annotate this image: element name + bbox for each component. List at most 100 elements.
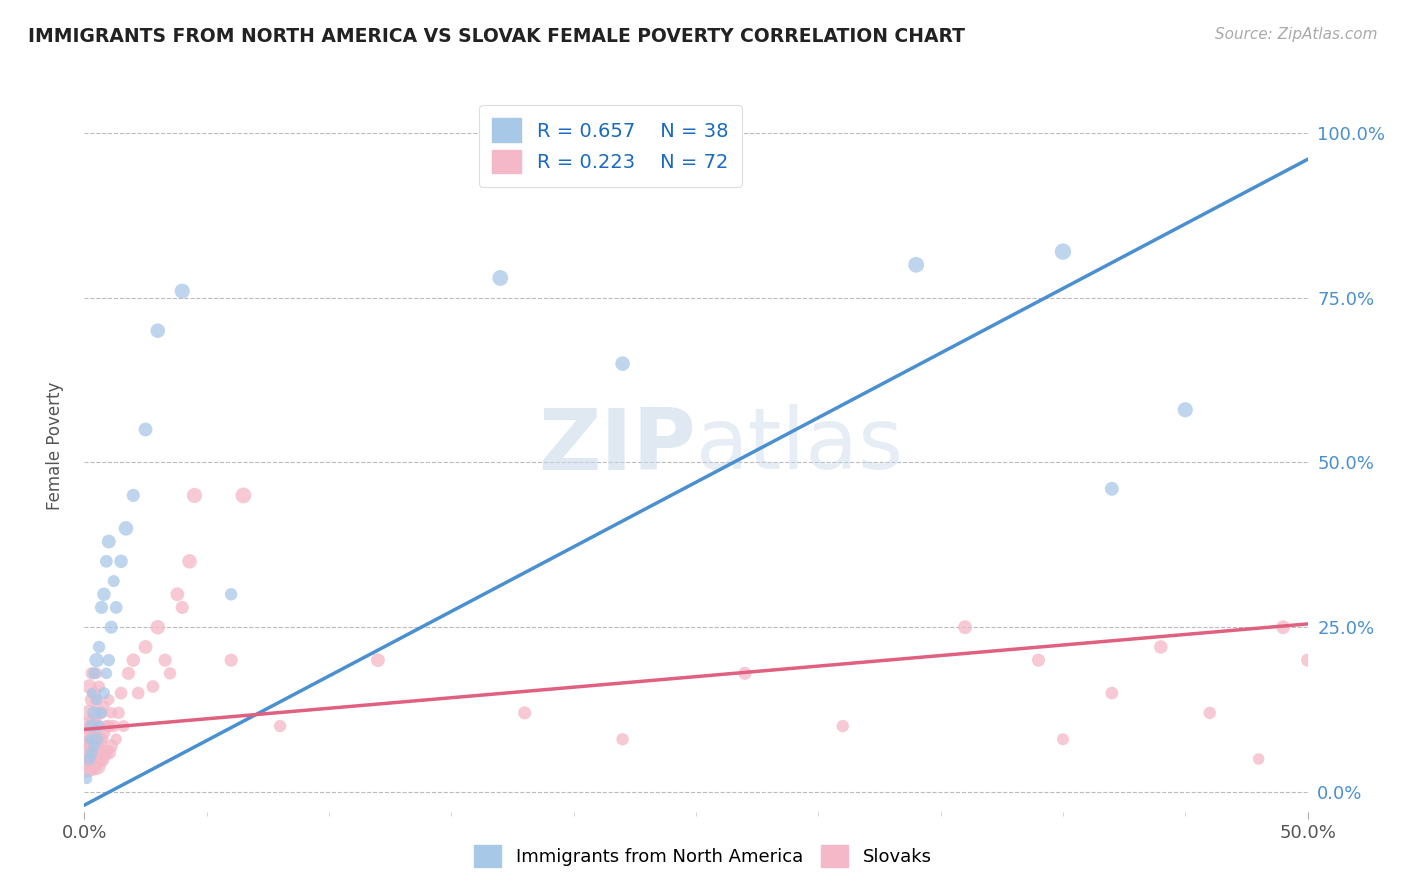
Point xyxy=(166,587,188,601)
Point xyxy=(110,686,132,700)
Point xyxy=(172,600,194,615)
Point xyxy=(1052,244,1074,259)
Y-axis label: Female Poverty: Female Poverty xyxy=(45,382,63,510)
Point xyxy=(146,620,169,634)
Point xyxy=(1052,732,1074,747)
Point xyxy=(87,752,110,766)
Point xyxy=(83,666,105,681)
Legend: R = 0.657    N = 38, R = 0.223    N = 72: R = 0.657 N = 38, R = 0.223 N = 72 xyxy=(478,104,742,187)
Point xyxy=(80,686,103,700)
Text: atlas: atlas xyxy=(696,404,904,488)
Point xyxy=(90,600,112,615)
Point xyxy=(86,653,108,667)
Point xyxy=(86,739,108,753)
Point xyxy=(96,746,118,760)
Point xyxy=(110,554,132,568)
Point xyxy=(513,706,536,720)
Point xyxy=(80,719,103,733)
Point xyxy=(86,732,108,747)
Point xyxy=(80,758,103,772)
Point xyxy=(87,680,110,694)
Point xyxy=(734,666,756,681)
Point xyxy=(80,746,103,760)
Point xyxy=(90,706,112,720)
Point xyxy=(1296,653,1319,667)
Point xyxy=(179,554,201,568)
Point xyxy=(127,686,149,700)
Point xyxy=(97,719,120,733)
Point xyxy=(97,534,120,549)
Point xyxy=(93,746,115,760)
Point xyxy=(831,719,853,733)
Point xyxy=(76,719,98,733)
Point xyxy=(80,739,103,753)
Point xyxy=(122,488,145,502)
Text: IMMIGRANTS FROM NORTH AMERICA VS SLOVAK FEMALE POVERTY CORRELATION CHART: IMMIGRANTS FROM NORTH AMERICA VS SLOVAK … xyxy=(28,27,965,45)
Point xyxy=(612,357,634,371)
Point xyxy=(83,752,105,766)
Point xyxy=(183,488,205,502)
Point xyxy=(103,719,125,733)
Point xyxy=(103,574,125,588)
Point xyxy=(107,706,129,720)
Point xyxy=(77,752,100,766)
Point xyxy=(115,521,138,535)
Point xyxy=(93,686,115,700)
Point xyxy=(87,719,110,733)
Point xyxy=(100,739,122,753)
Point xyxy=(97,692,120,706)
Point xyxy=(153,653,176,667)
Point xyxy=(93,699,115,714)
Point xyxy=(135,423,157,437)
Point xyxy=(1198,706,1220,720)
Point xyxy=(105,600,128,615)
Point xyxy=(1272,620,1295,634)
Point xyxy=(86,666,108,681)
Point xyxy=(96,554,118,568)
Point xyxy=(1247,752,1270,766)
Point xyxy=(77,732,100,747)
Point xyxy=(105,732,128,747)
Point xyxy=(159,666,181,681)
Point xyxy=(87,640,110,654)
Point xyxy=(269,719,291,733)
Point xyxy=(77,706,100,720)
Point xyxy=(905,258,928,272)
Point xyxy=(83,686,105,700)
Point xyxy=(76,739,98,753)
Point xyxy=(367,653,389,667)
Point xyxy=(90,706,112,720)
Point xyxy=(122,653,145,667)
Point xyxy=(80,692,103,706)
Point xyxy=(83,706,105,720)
Point xyxy=(1174,402,1197,417)
Point xyxy=(96,719,118,733)
Point xyxy=(93,587,115,601)
Point xyxy=(80,719,103,733)
Point xyxy=(100,706,122,720)
Point xyxy=(612,732,634,747)
Point xyxy=(1028,653,1050,667)
Point xyxy=(86,692,108,706)
Point xyxy=(135,640,157,654)
Point xyxy=(77,732,100,747)
Point xyxy=(112,719,135,733)
Point xyxy=(100,620,122,634)
Point xyxy=(489,271,512,285)
Point xyxy=(117,666,139,681)
Point xyxy=(93,725,115,739)
Legend: Immigrants from North America, Slovaks: Immigrants from North America, Slovaks xyxy=(467,838,939,874)
Point xyxy=(953,620,976,634)
Point xyxy=(1101,482,1123,496)
Point xyxy=(219,653,242,667)
Point xyxy=(96,666,118,681)
Point xyxy=(1101,686,1123,700)
Point xyxy=(146,324,169,338)
Point xyxy=(76,772,98,786)
Point xyxy=(76,758,98,772)
Text: Source: ZipAtlas.com: Source: ZipAtlas.com xyxy=(1215,27,1378,42)
Point xyxy=(142,680,165,694)
Point xyxy=(97,653,120,667)
Point xyxy=(87,706,110,720)
Point xyxy=(90,752,112,766)
